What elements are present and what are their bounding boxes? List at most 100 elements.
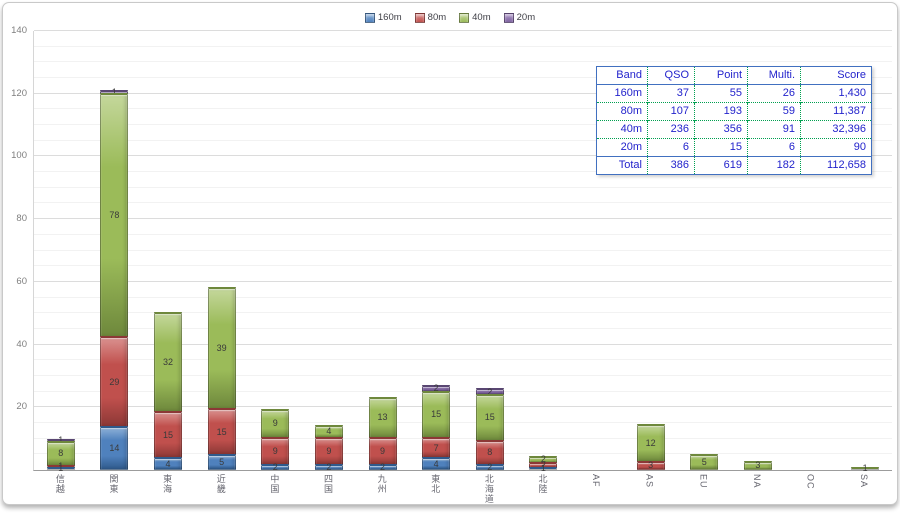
table-cell[interactable]: 6: [747, 138, 801, 157]
x-category-label: 北海道: [462, 474, 516, 514]
table-header-cell[interactable]: Multi.: [747, 66, 801, 85]
gridline: [34, 296, 892, 298]
bar-segment-160m[interactable]: 4: [422, 457, 451, 470]
bar-segment-80m[interactable]: 9: [261, 436, 290, 465]
bar-segment-40m[interactable]: 32: [154, 312, 183, 413]
bar-segment-40m[interactable]: 3: [743, 460, 772, 470]
bar-segment-80m[interactable]: 15: [154, 411, 183, 459]
table-header-cell[interactable]: Point: [694, 66, 748, 85]
bar-segment-40m[interactable]: 1: [851, 464, 880, 473]
x-category-text: NA: [751, 474, 762, 489]
table-cell[interactable]: 386: [647, 156, 695, 175]
table-cell[interactable]: 160m: [596, 84, 648, 103]
table-cell[interactable]: 20m: [596, 138, 648, 157]
bar-segment-160m[interactable]: 1: [529, 464, 558, 473]
table-cell[interactable]: 40m: [596, 120, 648, 139]
bar-segment-80m[interactable]: 15: [207, 408, 236, 456]
bar-東海: 32 15 4: [154, 312, 183, 470]
bar-segment-80m[interactable]: 9: [314, 436, 343, 465]
table-cell[interactable]: 182: [747, 156, 801, 175]
table-cell[interactable]: 26: [747, 84, 801, 103]
table-cell[interactable]: 91: [747, 120, 801, 139]
bar-segment-80m[interactable]: 8: [475, 439, 504, 465]
bar-segment-160m[interactable]: 4: [154, 457, 183, 470]
gridline: [34, 343, 892, 345]
bar-value-label: 78: [109, 209, 120, 220]
bar-segment-160m[interactable]: 2: [475, 462, 504, 471]
table-cell[interactable]: 112,658: [800, 156, 872, 175]
x-category-text: AF: [591, 474, 602, 488]
table-cell[interactable]: 32,396: [800, 120, 872, 139]
table-cell[interactable]: 193: [694, 102, 748, 121]
x-category-label: 北陸: [516, 474, 570, 514]
table-header-cell[interactable]: QSO: [647, 66, 695, 85]
bar-NA: 3: [743, 460, 772, 470]
table-cell[interactable]: 55: [694, 84, 748, 103]
table-header-cell[interactable]: Score: [800, 66, 872, 85]
bar-segment-40m[interactable]: 13: [368, 396, 397, 438]
table-cell[interactable]: 6: [647, 138, 695, 157]
table-cell[interactable]: 15: [694, 138, 748, 157]
y-tick-label: 80: [16, 213, 27, 225]
legend-label: 20m: [516, 12, 536, 23]
bar-segment-40m[interactable]: 39: [207, 287, 236, 410]
table-cell[interactable]: 90: [800, 138, 872, 157]
legend-item-20m[interactable]: 20m: [503, 12, 536, 23]
bar-segment-40m[interactable]: 78: [100, 92, 129, 338]
table-cell[interactable]: 37: [647, 84, 695, 103]
table-cell[interactable]: 80m: [596, 102, 648, 121]
table-cell[interactable]: 1,430: [800, 84, 872, 103]
table-cell[interactable]: 356: [694, 120, 748, 139]
bar-segment-40m[interactable]: 8: [46, 440, 75, 466]
bar-segment-160m[interactable]: 5: [207, 454, 236, 470]
x-category-label: 中国: [248, 474, 302, 514]
bar-segment-160m[interactable]: 2: [368, 461, 397, 472]
bar-北海道: 2 15 8 2: [475, 387, 504, 471]
x-category-text: 北陸: [537, 474, 548, 494]
x-category-text: 中国: [269, 474, 280, 494]
bar-value-label: 39: [216, 343, 227, 354]
x-category-label: NA: [730, 474, 784, 514]
x-category-label: AF: [569, 474, 623, 514]
bar-segment-160m[interactable]: 2: [314, 462, 343, 471]
bar-value-label: 3: [648, 460, 654, 471]
table-cell[interactable]: 59: [747, 102, 801, 121]
table-cell[interactable]: 107: [647, 102, 695, 121]
table-cell[interactable]: 11,387: [800, 102, 872, 121]
x-category-text: AS: [644, 474, 655, 489]
bar-segment-80m[interactable]: 29: [100, 336, 129, 428]
x-category-label: 近畿: [194, 474, 248, 514]
legend-item-160m[interactable]: 160m: [364, 12, 402, 23]
bar-segment-40m[interactable]: 15: [475, 393, 504, 441]
bar-value-label: 4: [433, 458, 439, 469]
table-cell[interactable]: Total: [596, 156, 648, 175]
legend-label: 40m: [472, 12, 491, 23]
x-category-text: 東海: [162, 474, 173, 494]
gridline: [34, 108, 892, 110]
bar-segment-160m[interactable]: 14: [100, 426, 129, 470]
table-header-cell[interactable]: Band: [616, 69, 642, 81]
table-row: 20m 6 15 6 90: [596, 138, 872, 157]
bar-segment-40m[interactable]: 5: [690, 454, 719, 470]
bar-segment-40m[interactable]: 15: [422, 390, 451, 438]
bar-value-label: 2: [380, 461, 386, 472]
bar-segment-160m[interactable]: 1: [46, 464, 75, 473]
legend-item-80m[interactable]: 80m: [414, 12, 446, 23]
bar-segment-160m[interactable]: 2: [261, 462, 290, 471]
gridline: [34, 249, 892, 251]
table-cell[interactable]: 236: [647, 120, 695, 139]
bar-segment-80m[interactable]: 3: [636, 460, 665, 471]
x-category-text: EU: [698, 474, 709, 489]
x-category-text: 九州: [376, 474, 387, 494]
bar-中国: 9 9 2: [261, 409, 290, 471]
bar-segment-80m[interactable]: 9: [368, 436, 397, 465]
legend-item-40m[interactable]: 40m: [459, 12, 491, 23]
bar-segment-40m[interactable]: 9: [261, 409, 290, 438]
gridline: [34, 92, 892, 94]
bar-segment-80m[interactable]: 7: [422, 436, 451, 459]
bar-九州: 13 9 2: [368, 396, 397, 472]
bar-value-label: 4: [165, 458, 171, 469]
table-cell[interactable]: 619: [694, 156, 748, 175]
bar-segment-40m[interactable]: 12: [636, 423, 665, 462]
